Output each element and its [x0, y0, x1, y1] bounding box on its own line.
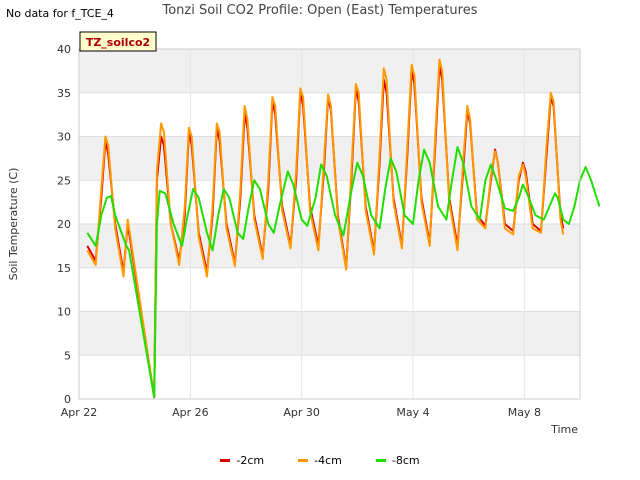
- legend-swatch: [375, 459, 386, 462]
- y-tick-label: 25: [57, 174, 71, 187]
- legend-item: -2cm: [220, 454, 264, 467]
- y-axis-label: Soil Temperature (C): [7, 168, 20, 281]
- legend: -2cm -4cm -8cm: [0, 454, 640, 467]
- x-tick-label: Apr 26: [172, 406, 209, 419]
- y-tick-label: 30: [57, 131, 71, 144]
- legend-label: -4cm: [314, 454, 342, 467]
- series-line-8cm: [86, 146, 601, 399]
- annotation-box: TZ_soilco2: [79, 31, 157, 52]
- y-tick-label: 15: [57, 262, 71, 275]
- chart-title: Tonzi Soil CO2 Profile: Open (East) Temp…: [162, 3, 478, 18]
- grid-lines: [78, 48, 580, 400]
- series-layer: [86, 58, 601, 399]
- legend-swatch: [298, 459, 309, 462]
- series-line-4cm: [86, 58, 565, 399]
- axes: [78, 48, 581, 400]
- x-tick-label: May 4: [396, 406, 429, 419]
- annotation-label: TZ_soilco2: [86, 36, 150, 49]
- y-tick-label: 35: [57, 87, 71, 100]
- legend-label: -8cm: [391, 454, 420, 467]
- legend-item: -4cm: [298, 454, 342, 467]
- x-tick-label: May 8: [508, 406, 541, 419]
- y-tick-label: 20: [57, 218, 71, 231]
- no-data-notice: No data for f_TCE_4: [6, 7, 114, 20]
- y-tick-label: 40: [57, 43, 71, 56]
- x-tick-label: Apr 22: [61, 406, 98, 419]
- legend-swatch: [220, 459, 231, 462]
- tick-labels: 0 5 10 15 20 25 30 35 40 Apr 22 Apr 26 Apr 30 May 4 M…: [57, 43, 541, 419]
- x-tick-label: Apr 30: [283, 406, 320, 419]
- x-axis-label: Time: [550, 423, 578, 436]
- legend-item: -8cm: [375, 454, 420, 467]
- y-tick-label: 10: [57, 306, 71, 319]
- legend-label: -2cm: [236, 454, 265, 467]
- y-tick-label: 0: [64, 393, 71, 406]
- y-tick-label: 5: [64, 349, 71, 362]
